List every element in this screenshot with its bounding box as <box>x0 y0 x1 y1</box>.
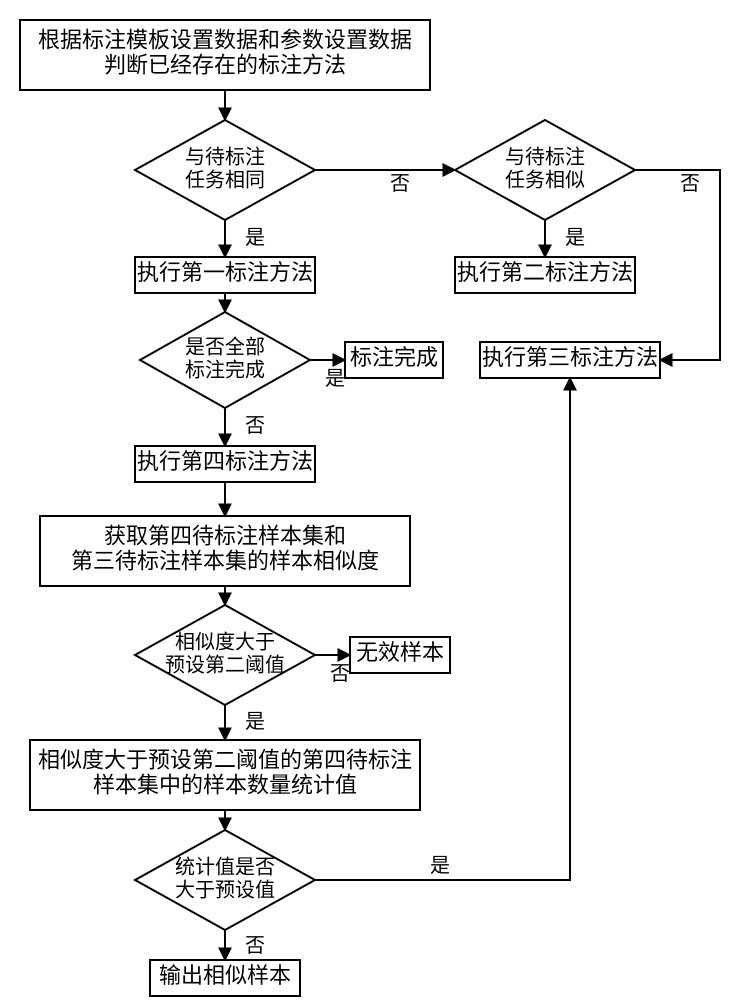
svg-text:相似度大于预设第二阈值的第四待标注样本集中的样本数量统计值: 相似度大于预设第二阈值的第四待标注样本集中的样本数量统计值 <box>38 747 412 797</box>
label-5: 否 <box>245 415 265 437</box>
svg-text:执行第一标注方法: 执行第一标注方法 <box>137 260 313 285</box>
label-4: 是 <box>325 368 345 390</box>
svg-text:执行第四标注方法: 执行第四标注方法 <box>137 449 313 474</box>
svg-text:执行第二标注方法: 执行第二标注方法 <box>457 260 633 285</box>
label-3: 是 <box>565 227 585 249</box>
svg-text:无效样本: 无效样本 <box>356 640 444 665</box>
label-1: 是 <box>245 227 265 249</box>
svg-text:执行第三标注方法: 执行第三标注方法 <box>482 345 658 370</box>
svg-text:输出相似样本: 输出相似样本 <box>159 963 291 988</box>
label-9: 否 <box>245 935 265 957</box>
svg-text:获取第四待标注样本集和第三待标注样本集的样本相似度: 获取第四待标注样本集和第三待标注样本集的样本相似度 <box>71 523 379 573</box>
edge-13 <box>635 170 720 360</box>
flowchart: 根据标注模板设置数据和参数设置数据判断已经存在的标注方法与待标注任务相同与待标注… <box>0 0 755 1000</box>
label-0: 否 <box>390 173 410 195</box>
label-7: 是 <box>245 711 265 733</box>
label-6: 否 <box>330 663 350 685</box>
label-2: 否 <box>680 173 700 195</box>
svg-text:标注完成: 标注完成 <box>350 345 438 370</box>
label-8: 是 <box>430 855 450 877</box>
